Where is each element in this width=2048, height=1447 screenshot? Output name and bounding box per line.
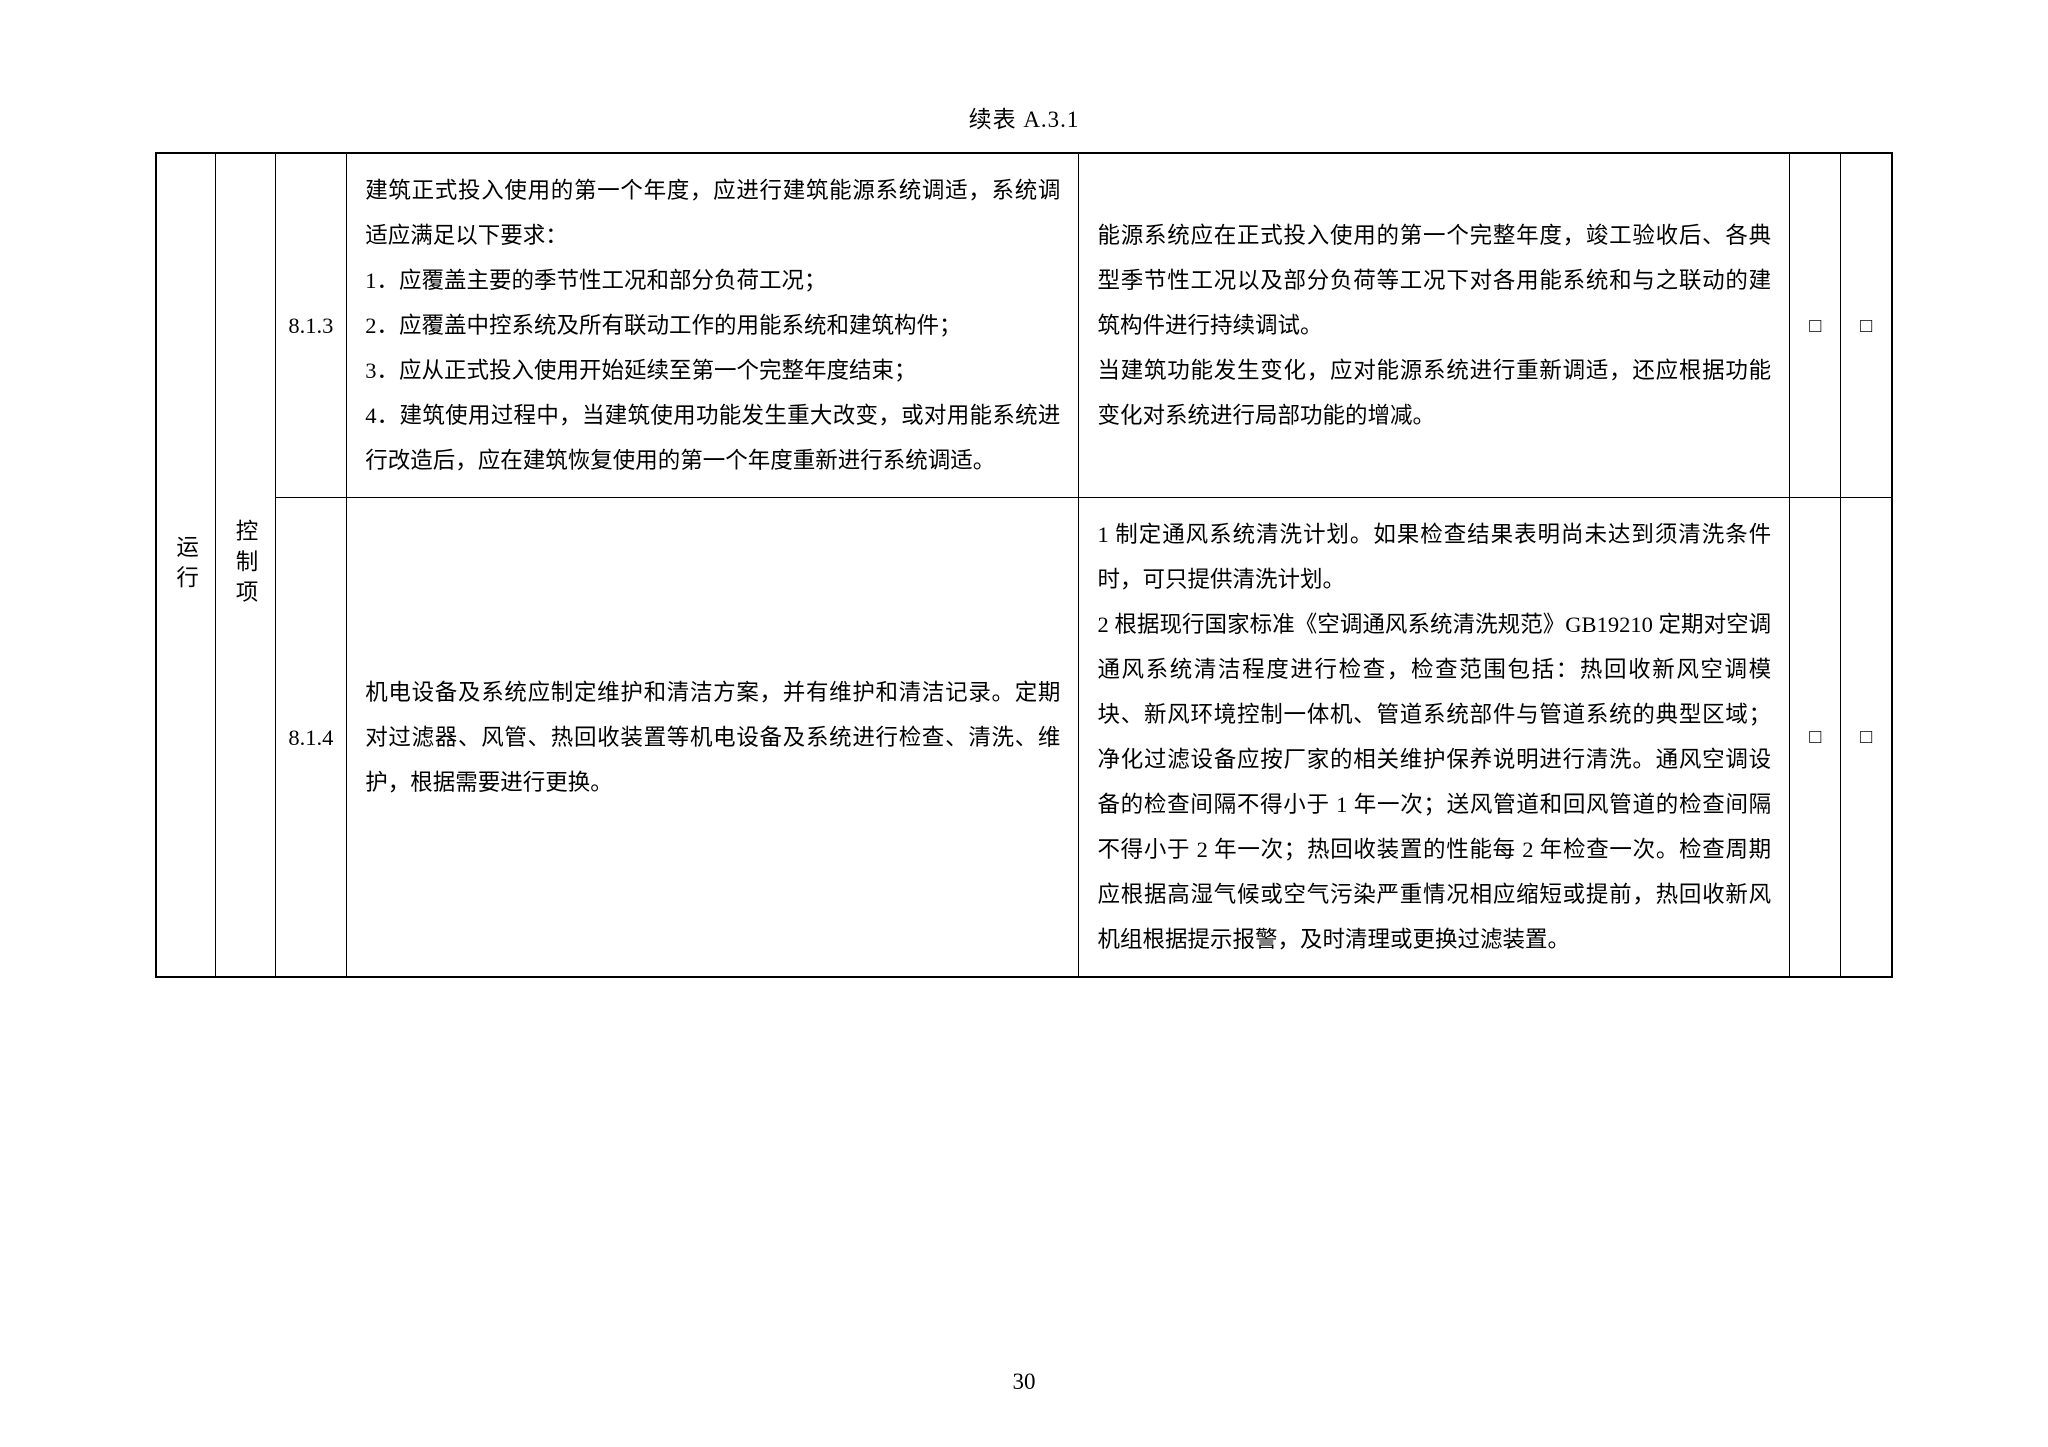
type-cell: 控制项 [216, 153, 275, 977]
req-text: 机电设备及系统应制定维护和清洁方案，并有维护和清洁记录。定期对过滤器、风管、热回… [365, 670, 1060, 805]
checkbox-icon: □ [1860, 726, 1872, 748]
desc-text: 1 制定通风系统清洗计划。如果检查结果表明尚未达到须清洗条件时，可只提供清洗计划… [1097, 512, 1771, 962]
desc-p1: 能源系统应在正式投入使用的第一个完整年度，竣工验收后、各典型季节性工况以及部分负… [1097, 213, 1771, 348]
checkbox-cell[interactable]: □ [1841, 498, 1892, 978]
id-cell: 8.1.4 [275, 498, 347, 978]
req-item: 4．建筑使用过程中，当建筑使用功能发生重大改变，或对用能系统进行改造后，应在建筑… [365, 393, 1060, 483]
checkbox-icon: □ [1809, 726, 1821, 748]
checkbox-cell[interactable]: □ [1790, 498, 1841, 978]
req-intro: 建筑正式投入使用的第一个年度，应进行建筑能源系统调适，系统调适应满足以下要求： [365, 168, 1060, 258]
spec-table: 运行 控制项 8.1.3 建筑正式投入使用的第一个年度，应进行建筑能源系统调适，… [155, 152, 1893, 978]
requirement-cell: 建筑正式投入使用的第一个年度，应进行建筑能源系统调适，系统调适应满足以下要求： … [347, 153, 1079, 498]
checkbox-icon: □ [1860, 315, 1872, 337]
description-cell: 能源系统应在正式投入使用的第一个完整年度，竣工验收后、各典型季节性工况以及部分负… [1079, 153, 1790, 498]
req-item: 2．应覆盖中控系统及所有联动工作的用能系统和建筑构件； [365, 303, 1060, 348]
checkbox-cell[interactable]: □ [1841, 153, 1892, 498]
category-cell: 运行 [156, 153, 216, 977]
checkbox-cell[interactable]: □ [1790, 153, 1841, 498]
page-number: 30 [0, 1369, 2048, 1395]
table-row: 运行 控制项 8.1.3 建筑正式投入使用的第一个年度，应进行建筑能源系统调适，… [156, 153, 1892, 498]
requirement-cell: 机电设备及系统应制定维护和清洁方案，并有维护和清洁记录。定期对过滤器、风管、热回… [347, 498, 1079, 978]
req-item: 1．应覆盖主要的季节性工况和部分负荷工况； [365, 258, 1060, 303]
table-title: 续表 A.3.1 [155, 100, 1893, 134]
checkbox-icon: □ [1809, 315, 1821, 337]
req-item: 3．应从正式投入使用开始延续至第一个完整年度结束； [365, 348, 1060, 393]
table-row: 8.1.4 机电设备及系统应制定维护和清洁方案，并有维护和清洁记录。定期对过滤器… [156, 498, 1892, 978]
desc-p2: 当建筑功能发生变化，应对能源系统进行重新调适，还应根据功能变化对系统进行局部功能… [1097, 348, 1771, 438]
id-cell: 8.1.3 [275, 153, 347, 498]
description-cell: 1 制定通风系统清洗计划。如果检查结果表明尚未达到须清洗条件时，可只提供清洗计划… [1079, 498, 1790, 978]
